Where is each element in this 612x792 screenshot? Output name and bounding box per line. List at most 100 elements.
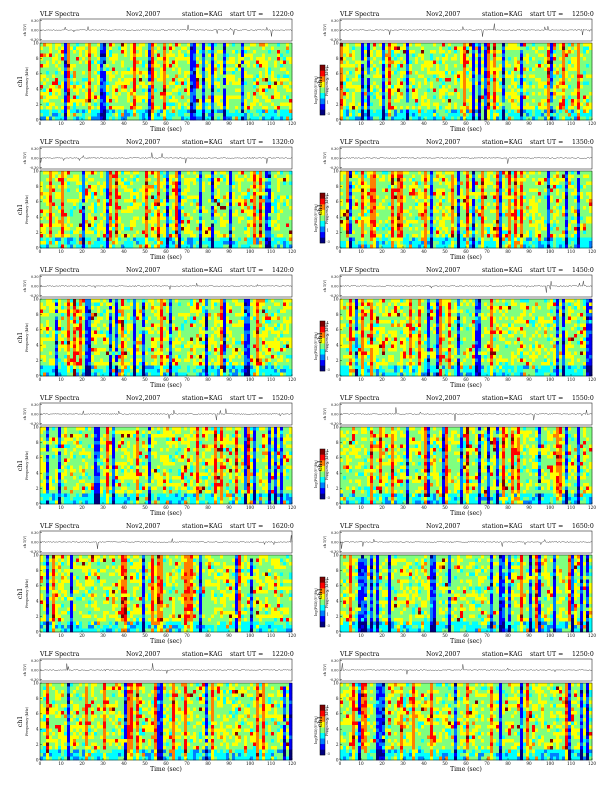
- spectrogram-cell: [418, 53, 422, 58]
- spectrogram-cell: [178, 178, 182, 182]
- spectrogram-cell: [283, 50, 287, 54]
- spectrogram-cell: [49, 174, 53, 179]
- spectrogram-cell: [454, 53, 458, 58]
- spectrogram-cell: [154, 64, 158, 68]
- spectrogram-cell: [388, 109, 392, 114]
- spectrogram-cell: [406, 64, 410, 68]
- spectrogram-cell: [373, 67, 377, 72]
- spectrogram-cell: [169, 109, 173, 114]
- spectrogram-cell: [43, 209, 47, 214]
- spectrogram-cell: [187, 181, 191, 186]
- spectrogram-cell: [352, 53, 356, 58]
- spectrogram-cell: [586, 78, 590, 82]
- spectrogram-cell: [136, 234, 140, 238]
- spectrogram-cell: [421, 78, 425, 82]
- spectrogram-cell: [139, 234, 143, 238]
- spectrogram-cell: [160, 223, 164, 228]
- spectrogram-cell: [91, 71, 95, 75]
- spectrogram-cell: [256, 64, 260, 68]
- spectrogram-cell: [511, 88, 515, 93]
- spectrogram-cell: [244, 50, 248, 54]
- spectrogram-cell: [244, 60, 248, 65]
- spectrogram-cell: [190, 92, 194, 96]
- spectrogram-cell: [139, 199, 143, 203]
- spectrogram-cell: [52, 174, 56, 179]
- spectrogram-cell: [490, 53, 494, 58]
- spectrogram-cell: [553, 50, 557, 54]
- spectrogram-cell: [94, 88, 98, 93]
- spectrogram-cell: [142, 99, 146, 103]
- spectrogram-cell: [424, 88, 428, 93]
- spectrogram-cell: [361, 116, 365, 121]
- spectrogram-cell: [589, 102, 593, 107]
- spectrogram-cell: [403, 85, 407, 89]
- spectrogram-cell: [439, 113, 443, 117]
- spectrogram-cell: [514, 53, 518, 58]
- spectrogram-cell: [391, 99, 395, 103]
- spectrogram-cell: [445, 60, 449, 65]
- spectrogram-cell: [49, 216, 53, 221]
- spectrogram-cell: [442, 74, 446, 79]
- spectrogram-cell: [103, 109, 107, 114]
- spectrogram-cell: [250, 106, 254, 110]
- spectrogram-cell: [46, 178, 50, 182]
- spectrogram-cell: [70, 241, 74, 245]
- spectrogram-cell: [514, 109, 518, 114]
- spectrogram-cell: [556, 50, 560, 54]
- spectrogram-cell: [109, 46, 113, 51]
- spectrogram-cell: [505, 43, 509, 47]
- spectrogram-cell: [199, 99, 203, 103]
- spectrogram-cell: [487, 46, 491, 51]
- spectrogram-cell: [436, 67, 440, 72]
- spectrogram-cell: [169, 192, 173, 196]
- spectrogram-cell: [178, 116, 182, 121]
- spectrogram-cell: [481, 102, 485, 107]
- spectrogram-cell: [94, 178, 98, 182]
- spectrogram-cell: [109, 174, 113, 179]
- spectrogram-cell: [271, 60, 275, 65]
- spectrogram-cell: [481, 109, 485, 114]
- spectrogram-cell: [76, 213, 80, 217]
- spectrogram-cell: [127, 88, 131, 93]
- spectrogram-cell: [46, 209, 50, 214]
- spectrogram-cell: [82, 241, 86, 245]
- spectrogram-cell: [400, 106, 404, 110]
- spectrogram-cell: [229, 85, 233, 89]
- spectrogram-cell: [199, 46, 203, 51]
- spectrogram-cell: [268, 113, 272, 117]
- spectrogram-cell: [244, 116, 248, 121]
- spectrogram-cell: [412, 88, 416, 93]
- spectrogram-cell: [505, 46, 509, 51]
- spectrogram-cell: [85, 57, 89, 61]
- spectrogram-cell: [73, 57, 77, 61]
- spectrogram-cell: [523, 106, 527, 110]
- spectrogram-cell: [175, 57, 179, 61]
- spectrogram-cell: [241, 99, 245, 103]
- spectrogram-cell: [148, 102, 152, 107]
- spectrogram-cell: [478, 81, 482, 86]
- spectrogram-cell: [589, 64, 593, 68]
- spectrogram-cell: [160, 234, 164, 238]
- spectrogram-cell: [163, 244, 167, 249]
- spectrogram-cell: [106, 60, 110, 65]
- spectrogram-cell: [43, 53, 47, 58]
- spectrogram-cell: [184, 43, 188, 47]
- spectrogram-cell: [418, 64, 422, 68]
- spectrogram-cell: [550, 74, 554, 79]
- spectrogram-cell: [169, 230, 173, 235]
- spectrogram-cell: [64, 74, 68, 79]
- spectrogram-cell: [577, 116, 581, 121]
- spectrogram-cell: [256, 71, 260, 75]
- spectrogram-cell: [118, 95, 122, 100]
- spectrogram-cell: [232, 88, 236, 93]
- spectrogram-cell: [130, 202, 134, 207]
- spectrogram-cell: [520, 81, 524, 86]
- spectrogram-cell: [268, 85, 272, 89]
- spectrogram-cell: [562, 102, 566, 107]
- colorbar-segment: [320, 87, 325, 93]
- spectrogram-cell: [40, 230, 44, 235]
- spectrogram-cell: [499, 102, 503, 107]
- spectrogram-cell: [109, 99, 113, 103]
- spectrogram-cell: [493, 81, 497, 86]
- spectrogram-cell: [124, 50, 128, 54]
